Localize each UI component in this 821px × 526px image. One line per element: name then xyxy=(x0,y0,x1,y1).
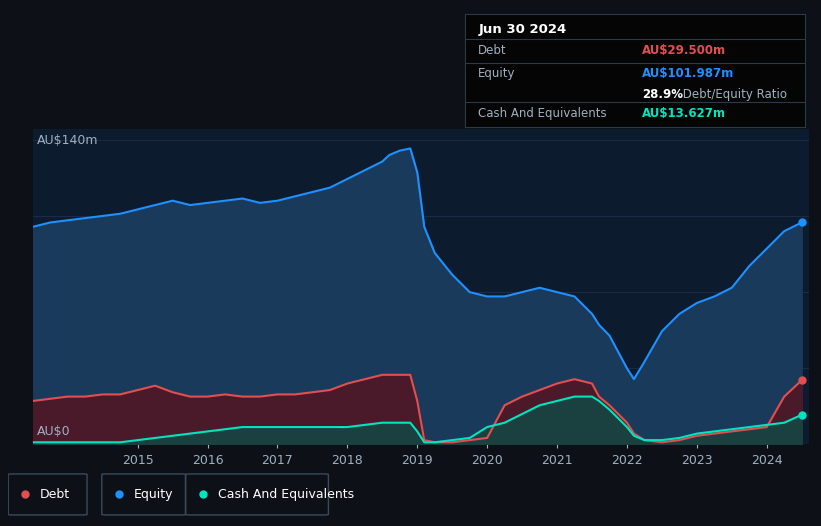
Text: Equity: Equity xyxy=(134,488,173,501)
Text: AU$0: AU$0 xyxy=(37,425,71,438)
Text: 28.9%: 28.9% xyxy=(642,88,683,100)
Text: Debt/Equity Ratio: Debt/Equity Ratio xyxy=(679,88,787,100)
Text: AU$101.987m: AU$101.987m xyxy=(642,67,734,80)
Text: AU$29.500m: AU$29.500m xyxy=(642,44,726,57)
Text: Debt: Debt xyxy=(479,44,507,57)
Text: Cash And Equivalents: Cash And Equivalents xyxy=(218,488,354,501)
Text: Equity: Equity xyxy=(479,67,516,80)
Text: Debt: Debt xyxy=(40,488,71,501)
Text: AU$140m: AU$140m xyxy=(37,134,99,147)
Text: AU$13.627m: AU$13.627m xyxy=(642,107,726,120)
Text: Cash And Equivalents: Cash And Equivalents xyxy=(479,107,607,120)
Text: Jun 30 2024: Jun 30 2024 xyxy=(479,23,566,36)
